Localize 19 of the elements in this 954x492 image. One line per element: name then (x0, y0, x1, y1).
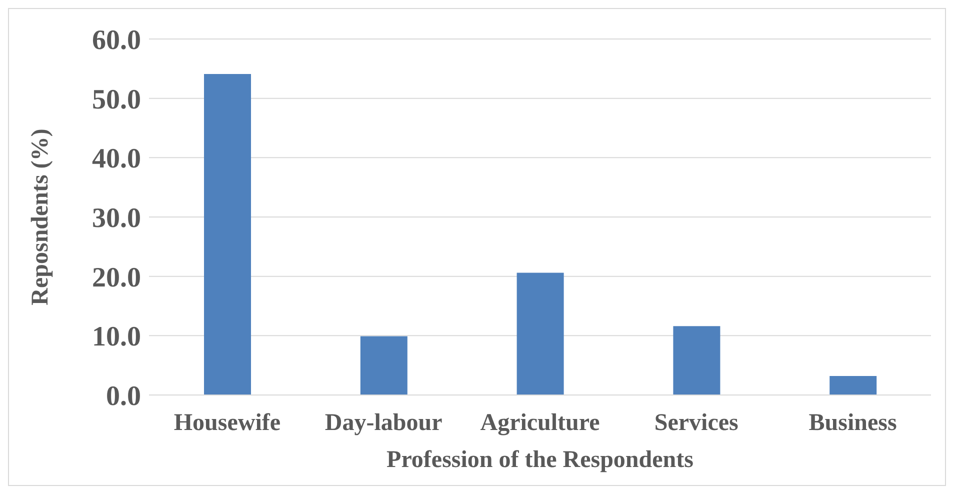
x-tick-label: Housewife (174, 410, 281, 436)
bar (360, 336, 408, 395)
y-tick-label: 30.0 (92, 202, 141, 234)
y-axis-title: Reposndents (%) (28, 128, 54, 306)
bar (516, 272, 564, 395)
x-tick-label: Services (654, 410, 738, 436)
bar (204, 74, 251, 395)
y-tick-label: 0.0 (106, 380, 141, 412)
y-tick-label: 60.0 (92, 24, 141, 56)
x-tick-label: Business (808, 410, 897, 436)
y-tick-label: 50.0 (92, 84, 141, 116)
bar (830, 376, 877, 395)
x-tick-label: Day-labour (324, 410, 443, 436)
y-tick-label: 40.0 (92, 144, 141, 175)
bar (673, 326, 720, 395)
y-tick-label: 10.0 (92, 322, 141, 353)
y-tick-label: 20.0 (92, 262, 141, 294)
x-tick-label: Agriculture (480, 410, 600, 436)
x-axis-title: Profession of the Respondents (386, 447, 694, 473)
